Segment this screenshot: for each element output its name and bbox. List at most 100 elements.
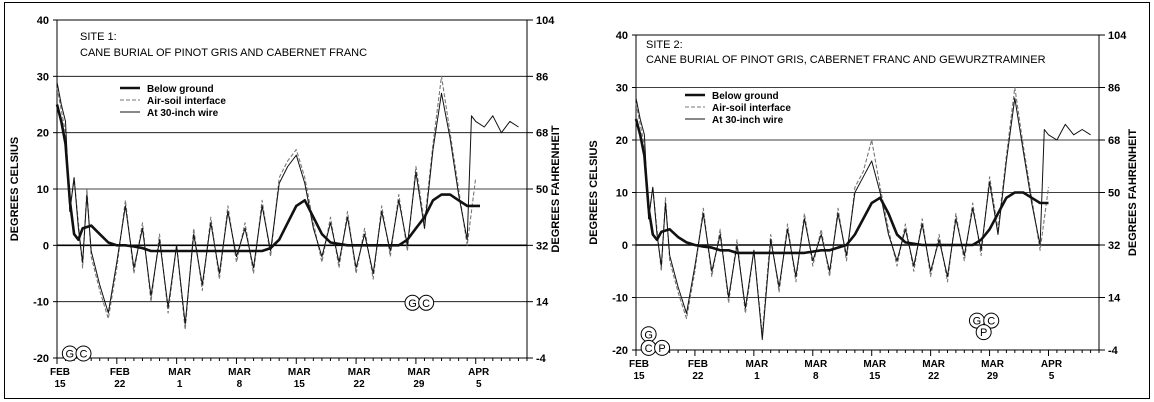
annotation-circle	[75, 345, 92, 362]
series-line-at-30-inch-wire	[56, 81, 519, 325]
y-tick-label-right: 68	[1108, 135, 1120, 147]
x-tick-month: FEB	[629, 359, 649, 370]
series-line-air-soil-interface	[56, 75, 477, 331]
y-axis-label: DEGREES CELSIUS	[9, 137, 21, 242]
x-tick-day: 29	[413, 379, 425, 390]
annotation-letter: G	[66, 348, 75, 360]
x-tick-month: MAR	[981, 359, 1005, 370]
y-tick-label-right: 50	[1108, 188, 1120, 200]
y-tick-label: 40	[37, 15, 49, 27]
annotation-letter: G	[408, 298, 417, 310]
legend-label: Below ground	[712, 91, 779, 102]
y-tick-label: 20	[37, 128, 49, 140]
x-tick-month: MAR	[863, 359, 887, 370]
annotation-circle	[418, 294, 435, 311]
x-tick-day: 1	[177, 379, 183, 390]
y-tick-label: -10	[33, 297, 49, 309]
x-tick-month: MAR	[922, 359, 946, 370]
chart-panel-site1: 40 104 30 86 20 68 10 50 0 32 -10 14 -20 -4 FEB 15 FEB 22…	[9, 15, 562, 390]
annotation-circle	[654, 339, 671, 356]
series-line-below-ground	[634, 118, 1049, 255]
y-tick-label: 0	[622, 240, 628, 252]
y-tick-label: -20	[612, 345, 628, 357]
annotation-letter: C	[80, 348, 88, 360]
y-tick-label: 20	[616, 135, 628, 147]
x-tick-day: 22	[692, 371, 704, 382]
x-tick-month: MAR	[745, 359, 769, 370]
annotation-letter: P	[980, 327, 987, 339]
x-tick-month: MAR	[168, 367, 192, 378]
annotation-letter: C	[645, 343, 653, 355]
y-tick-label: 30	[37, 71, 49, 83]
y-tick-label-right: 32	[1108, 240, 1120, 252]
series-line-below-ground	[55, 104, 480, 253]
x-tick-month: MAR	[228, 367, 252, 378]
y-tick-label-right: 14	[1108, 293, 1121, 305]
x-tick-day: 15	[294, 379, 306, 390]
y-tick-label: -20	[33, 353, 49, 365]
chart-title: SITE 1:	[80, 31, 117, 43]
figure-frame	[4, 2, 1150, 399]
y-tick-label: 10	[616, 188, 628, 200]
legend-label: At 30-inch wire	[147, 108, 219, 119]
x-tick-month: MAR	[408, 367, 432, 378]
y-tick-label-right: 86	[1108, 83, 1120, 95]
y-tick-label-right: -4	[1108, 345, 1119, 357]
y-tick-label: 30	[616, 83, 628, 95]
chart-title: SITE 2:	[646, 39, 683, 51]
x-tick-day: 8	[813, 371, 819, 382]
x-tick-month: MAR	[804, 359, 828, 370]
annotation-letter: G	[973, 316, 982, 328]
y-axis-label-right: DEGREES FAHRENHEIT	[1127, 129, 1139, 256]
annotation-letter: G	[644, 329, 653, 341]
x-tick-month: APR	[468, 367, 490, 378]
y-tick-label-right: 104	[1108, 30, 1127, 42]
y-tick-label-right: 104	[536, 15, 555, 27]
x-tick-day: 15	[869, 371, 881, 382]
y-tick-label: -10	[612, 293, 628, 305]
y-tick-label-right: 14	[536, 297, 549, 309]
x-tick-month: FEB	[688, 359, 708, 370]
x-tick-day: 5	[476, 379, 482, 390]
legend-label: At 30-inch wire	[712, 115, 784, 126]
annotation-letter: C	[422, 298, 430, 310]
x-tick-month: MAR	[288, 367, 312, 378]
series-line-at-30-inch-wire	[635, 97, 1091, 340]
x-tick-day: 22	[928, 371, 940, 382]
chart-subtitle: CANE BURIAL OF PINOT GRIS AND CABERNET F…	[80, 47, 367, 59]
x-tick-day: 15	[633, 371, 645, 382]
x-tick-day: 8	[237, 379, 243, 390]
annotation-letter: C	[987, 316, 995, 328]
x-tick-day: 29	[987, 371, 999, 382]
x-tick-month: FEB	[50, 367, 70, 378]
y-axis-label-right: DEGREES FAHRENHEIT	[550, 125, 562, 252]
y-tick-label: 10	[37, 184, 49, 196]
y-tick-label-right: -4	[536, 353, 547, 365]
legend-label: Air-soil interface	[147, 96, 226, 107]
legend-label: Air-soil interface	[712, 103, 791, 114]
y-tick-label: 0	[43, 240, 49, 252]
x-tick-day: 22	[114, 379, 126, 390]
x-tick-day: 5	[1049, 371, 1055, 382]
x-tick-month: FEB	[110, 367, 130, 378]
x-tick-day: 1	[754, 371, 760, 382]
y-axis-label: DEGREES CELSIUS	[588, 140, 600, 245]
annotation-circle	[983, 312, 1000, 329]
y-tick-label-right: 32	[536, 240, 548, 252]
x-tick-day: 22	[354, 379, 366, 390]
x-tick-month: APR	[1041, 359, 1063, 370]
annotation-circle	[975, 324, 992, 341]
y-tick-label-right: 50	[536, 184, 548, 196]
x-tick-day: 15	[54, 379, 66, 390]
legend-label: Below ground	[147, 84, 214, 95]
y-tick-label-right: 86	[536, 71, 548, 83]
x-tick-month: MAR	[348, 367, 372, 378]
y-tick-label: 40	[616, 30, 628, 42]
chart-panel-site2: 40 104 30 86 20 68 10 50 0 32 -10 14 -20 -4 FEB 15 FEB 22…	[577, 0, 1154, 402]
y-tick-label-right: 68	[536, 128, 548, 140]
series-line-air-soil-interface	[635, 86, 1050, 335]
annotation-letter: P	[658, 343, 665, 355]
chart-subtitle: CANE BURIAL OF PINOT GRIS, CABERNET FRAN…	[646, 54, 1046, 66]
